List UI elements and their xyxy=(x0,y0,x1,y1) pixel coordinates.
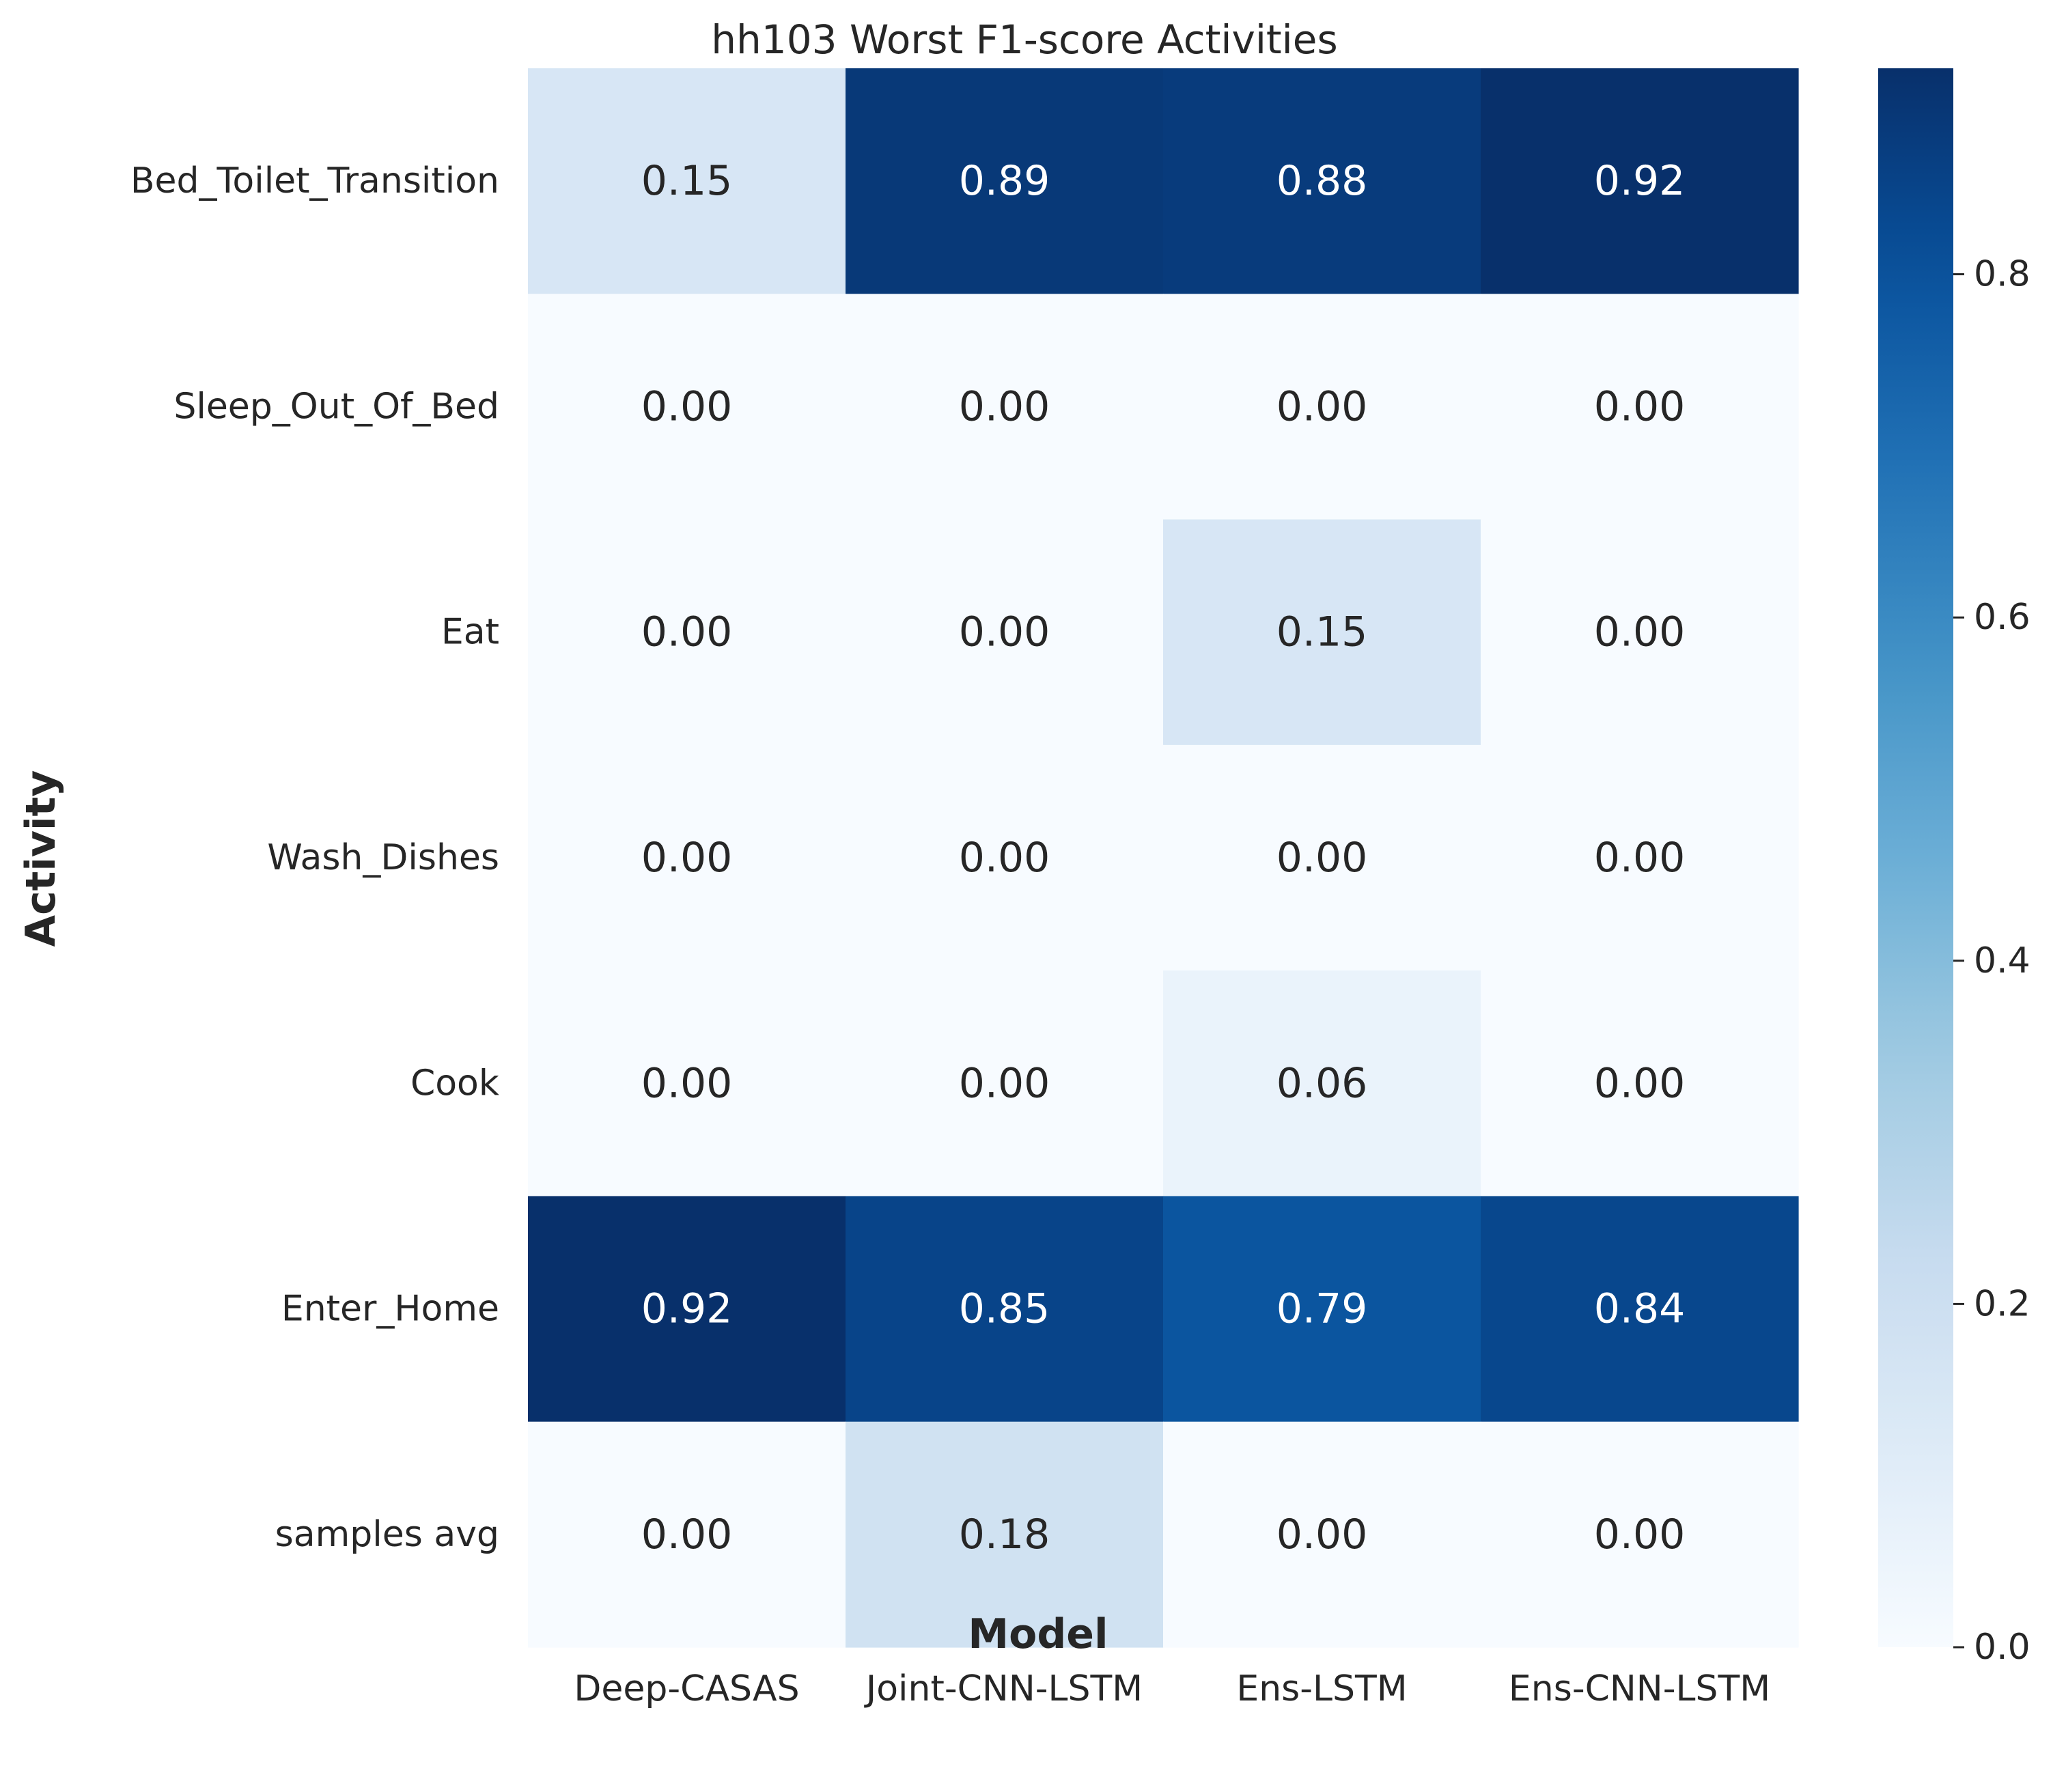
colorbar-tick-label: 0.2 xyxy=(1974,1283,2030,1324)
cell-value-label: 0.79 xyxy=(1276,1285,1368,1333)
heatmap-cells xyxy=(528,68,1799,1648)
cell-value-label: 0.00 xyxy=(641,382,733,430)
heatmap-cell xyxy=(1163,519,1481,746)
cell-value-label: 0.00 xyxy=(641,608,733,656)
cell-value-label: 0.92 xyxy=(641,1285,733,1333)
heatmap-cell xyxy=(846,1196,1164,1423)
y-tick-label: Enter_Home xyxy=(281,1289,499,1330)
cell-value-label: 0.00 xyxy=(959,382,1050,430)
cell-value-label: 0.15 xyxy=(641,157,733,205)
heatmap-cell xyxy=(1163,294,1481,520)
heatmap-cell xyxy=(846,970,1164,1197)
y-tick-label: Eat xyxy=(441,612,499,653)
cell-value-label: 0.18 xyxy=(959,1511,1050,1558)
x-tick-label: Deep-CASAS xyxy=(574,1668,799,1709)
cell-value-label: 0.89 xyxy=(959,157,1050,205)
colorbar-tick-label: 0.4 xyxy=(1974,940,2030,981)
cell-value-label: 0.00 xyxy=(1594,608,1686,656)
cell-value-label: 0.00 xyxy=(959,608,1050,656)
cell-value-label: 0.84 xyxy=(1594,1285,1686,1333)
heatmap-cell xyxy=(528,970,846,1197)
y-axis-title: Activity xyxy=(17,770,65,947)
heatmap-cell xyxy=(846,294,1164,520)
heatmap-cell xyxy=(528,1196,846,1423)
colorbar-tick-label: 0.6 xyxy=(1974,597,2030,638)
x-axis-title: Model xyxy=(968,1610,1108,1658)
x-tick-label: Joint-CNN-LSTM xyxy=(864,1668,1143,1709)
heatmap-cell xyxy=(846,68,1164,294)
heatmap-cell xyxy=(1481,1196,1799,1423)
heatmap-cell xyxy=(1163,1196,1481,1423)
x-axis-tick-labels: Deep-CASAS Joint-CNN-LSTM Ens-LSTM Ens-CNN-… xyxy=(574,1668,1770,1709)
x-tick-label: Ens-LSTM xyxy=(1236,1668,1407,1709)
heatmap-cell xyxy=(528,519,846,746)
heatmap-cell xyxy=(1481,68,1799,294)
heatmap-cell xyxy=(528,1421,846,1648)
heatmap-cell xyxy=(846,519,1164,746)
cell-value-label: 0.00 xyxy=(1276,834,1368,882)
colorbar-tick-label: 0.0 xyxy=(1974,1627,2030,1668)
cell-value-label: 0.88 xyxy=(1276,157,1368,205)
cell-value-label: 0.06 xyxy=(1276,1059,1368,1107)
y-tick-label: Sleep_Out_Of_Bed xyxy=(173,386,499,427)
cell-value-label: 0.00 xyxy=(641,1059,733,1107)
cell-value-label: 0.00 xyxy=(1276,1511,1368,1558)
cell-value-label: 0.00 xyxy=(959,834,1050,882)
heatmap-cell xyxy=(1481,1421,1799,1648)
y-tick-label: Wash_Dishes xyxy=(267,837,499,878)
cell-value-label: 0.00 xyxy=(641,1511,733,1558)
y-tick-label: Bed_Toilet_Transition xyxy=(130,160,499,201)
cell-value-label: 0.00 xyxy=(1594,1511,1686,1558)
heatmap-cell xyxy=(1481,744,1799,971)
heatmap-cell xyxy=(846,744,1164,971)
y-tick-label: samples avg xyxy=(275,1514,499,1555)
cell-value-label: 0.85 xyxy=(959,1285,1050,1333)
cell-value-label: 0.00 xyxy=(641,834,733,882)
chart-title: hh103 Worst F1-score Activities xyxy=(711,16,1337,63)
cell-value-label: 0.92 xyxy=(1594,157,1686,205)
heatmap-cell xyxy=(1163,970,1481,1197)
colorbar xyxy=(1878,68,1953,1647)
colorbar-ticks: 0.0 0.2 0.4 0.6 0.8 xyxy=(1953,254,2030,1668)
heatmap-cell xyxy=(1481,519,1799,746)
heatmap-cell xyxy=(846,1421,1164,1648)
cell-value-labels: 0.15 0.89 0.88 0.92 0.00 0.00 0.00 0.00 0.00 0.00… xyxy=(641,157,1686,1558)
colorbar-tick-label: 0.8 xyxy=(1974,254,2030,295)
heatmap-cell xyxy=(1163,1421,1481,1648)
heatmap-cell xyxy=(528,744,846,971)
cell-value-label: 0.00 xyxy=(1594,834,1686,882)
cell-value-label: 0.00 xyxy=(1594,382,1686,430)
cell-value-label: 0.00 xyxy=(1594,1059,1686,1107)
y-axis-tick-labels: Bed_Toilet_Transition Sleep_Out_Of_Bed Eat… xyxy=(130,160,499,1555)
y-tick-label: Cook xyxy=(410,1063,499,1104)
heatmap-cell xyxy=(1481,970,1799,1197)
heatmap-cell xyxy=(1163,744,1481,971)
cell-value-label: 0.00 xyxy=(1276,382,1368,430)
heatmap-cell xyxy=(1163,68,1481,294)
heatmap-cell xyxy=(528,294,846,520)
cell-value-label: 0.15 xyxy=(1276,608,1368,656)
heatmap-cell xyxy=(528,68,846,294)
heatmap-cell xyxy=(1481,294,1799,520)
x-tick-label: Ens-CNN-LSTM xyxy=(1509,1668,1770,1709)
cell-value-label: 0.00 xyxy=(959,1059,1050,1107)
